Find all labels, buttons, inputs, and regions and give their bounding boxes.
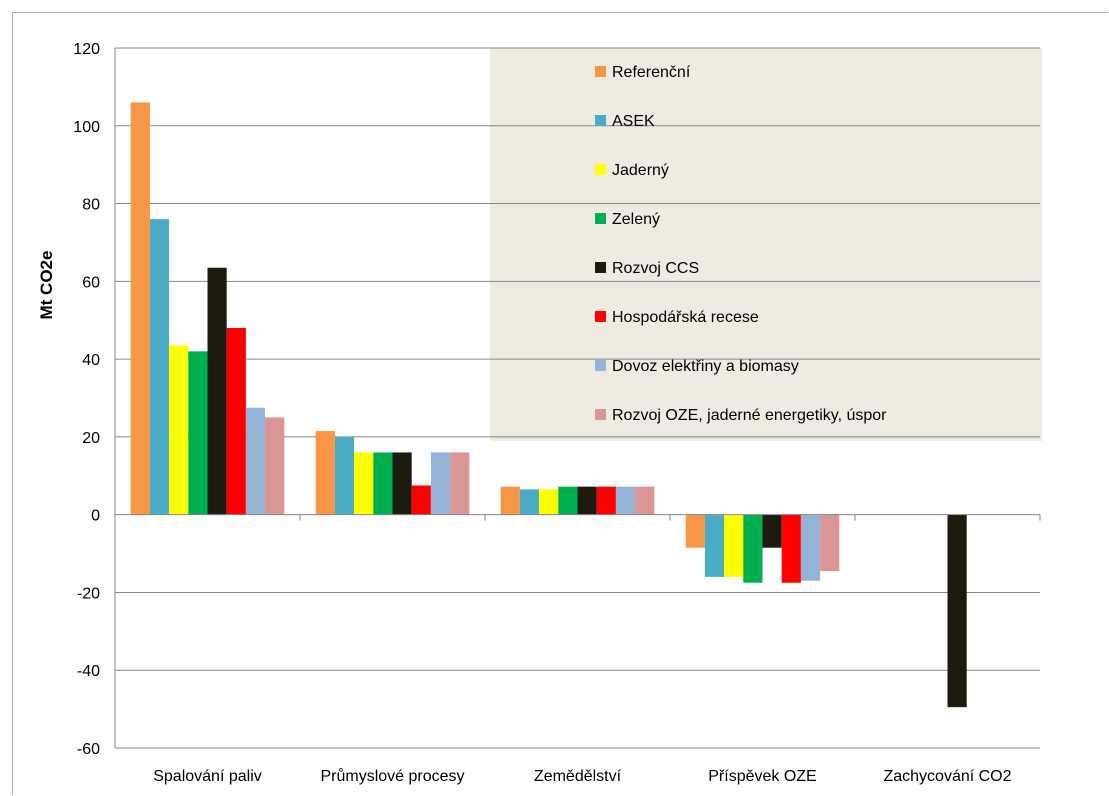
legend-label: Rozvoj OZE, jaderné energetiky, úspor: [612, 407, 887, 424]
bar: [411, 485, 431, 515]
legend-label: Zelený: [612, 211, 660, 228]
bar: [315, 431, 335, 515]
gridlines: [115, 47, 1040, 749]
x-category-labels: Spalování paliv Průmyslové procesy Zeměděl…: [153, 767, 1011, 785]
bar: [724, 514, 744, 577]
bar: [596, 486, 616, 515]
bar: [354, 452, 374, 515]
legend-label: Jaderný: [612, 162, 669, 179]
bar: [430, 452, 451, 515]
bar: [800, 514, 821, 581]
y-tick-labels: -60 -40 -20 0 20 40 60 80 100 120: [73, 41, 100, 758]
legend-swatch: [595, 409, 606, 420]
bar: [615, 486, 636, 515]
bar: [519, 489, 540, 515]
y-tick-label: 0: [91, 508, 100, 525]
bar: [947, 514, 967, 708]
legend: Referenční ASEK Jaderný Zelený Rozvoj CCS Hos…: [595, 64, 887, 424]
bars: [130, 102, 967, 708]
x-category-label: Spalování paliv: [153, 768, 262, 785]
bar: [762, 514, 782, 548]
legend-box: [490, 48, 1042, 441]
legend-swatch: [595, 66, 606, 77]
y-axis-title: Mt CO2e: [37, 251, 56, 320]
bar: [685, 514, 705, 548]
legend-swatch: [595, 262, 606, 273]
legend-swatch: [595, 115, 606, 126]
bar: [820, 514, 840, 572]
bar: [577, 486, 597, 515]
bar: [207, 267, 227, 515]
y-tick-label: 60: [82, 274, 100, 291]
bar: [149, 219, 170, 515]
bar: [169, 345, 189, 515]
legend-swatch: [595, 164, 606, 175]
y-tick-label: -60: [77, 741, 100, 758]
y-tick-label: 100: [73, 119, 100, 136]
bar: [226, 328, 246, 515]
x-category-label: Zachycování CO2: [883, 768, 1011, 785]
y-tick-label: 120: [73, 41, 100, 58]
x-category-label: Zemědělství: [534, 768, 622, 785]
x-category-label: Příspěvek OZE: [708, 768, 816, 785]
legend-swatch: [595, 213, 606, 224]
legend-label: Hospodářská recese: [612, 309, 759, 326]
x-category-label: Průmyslové procesy: [320, 767, 464, 785]
bar: [781, 514, 801, 583]
y-tick-label: 20: [82, 430, 100, 447]
axes: [114, 48, 1041, 748]
bar: [558, 486, 578, 515]
bar: [334, 436, 355, 515]
bar: [188, 351, 208, 515]
legend-label: ASEK: [612, 113, 655, 130]
y-tick-label: -40: [77, 663, 100, 680]
bar: [130, 102, 150, 515]
legend-swatch: [595, 311, 606, 322]
bar: [539, 489, 559, 515]
legend-label: Referenční: [612, 64, 691, 81]
y-tick-label: -20: [77, 585, 100, 602]
chart-frame: [12, 12, 1108, 795]
bar: [373, 452, 393, 515]
legend-label: Rozvoj CCS: [612, 260, 699, 277]
bar: [245, 407, 266, 515]
bar: [704, 514, 725, 577]
bar: [500, 486, 520, 515]
bar: [450, 452, 470, 515]
y-tick-label: 40: [82, 352, 100, 369]
y-tick-label: 80: [82, 197, 100, 214]
bar: [635, 486, 655, 515]
bar: [743, 514, 763, 583]
bar: [265, 417, 285, 515]
legend-label: Dovoz elektřiny a biomasy: [612, 358, 799, 375]
legend-swatch: [595, 360, 606, 371]
bar: [392, 452, 412, 515]
